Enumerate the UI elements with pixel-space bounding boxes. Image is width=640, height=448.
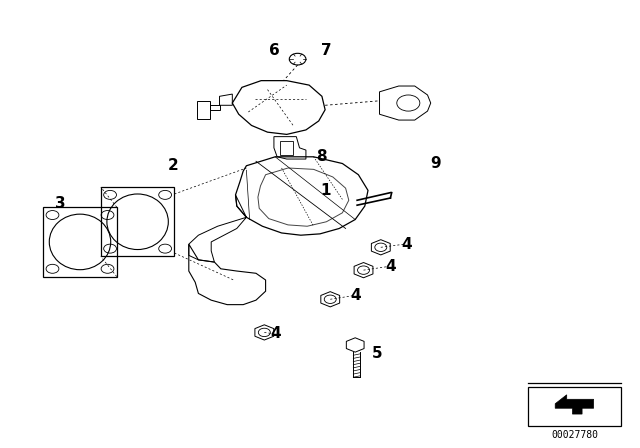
Text: 6: 6 — [269, 43, 279, 58]
Text: 4: 4 — [350, 288, 360, 303]
Text: 9: 9 — [430, 156, 440, 171]
Text: 00027780: 00027780 — [551, 430, 598, 439]
Text: 3: 3 — [56, 196, 66, 211]
Text: 4: 4 — [385, 259, 396, 274]
Text: 5: 5 — [372, 345, 383, 361]
Text: 7: 7 — [321, 43, 332, 58]
Text: 2: 2 — [168, 158, 178, 173]
Text: 1: 1 — [320, 183, 330, 198]
Text: 8: 8 — [316, 149, 326, 164]
Text: 4: 4 — [401, 237, 412, 252]
Text: 4: 4 — [270, 326, 280, 341]
Polygon shape — [555, 395, 594, 414]
